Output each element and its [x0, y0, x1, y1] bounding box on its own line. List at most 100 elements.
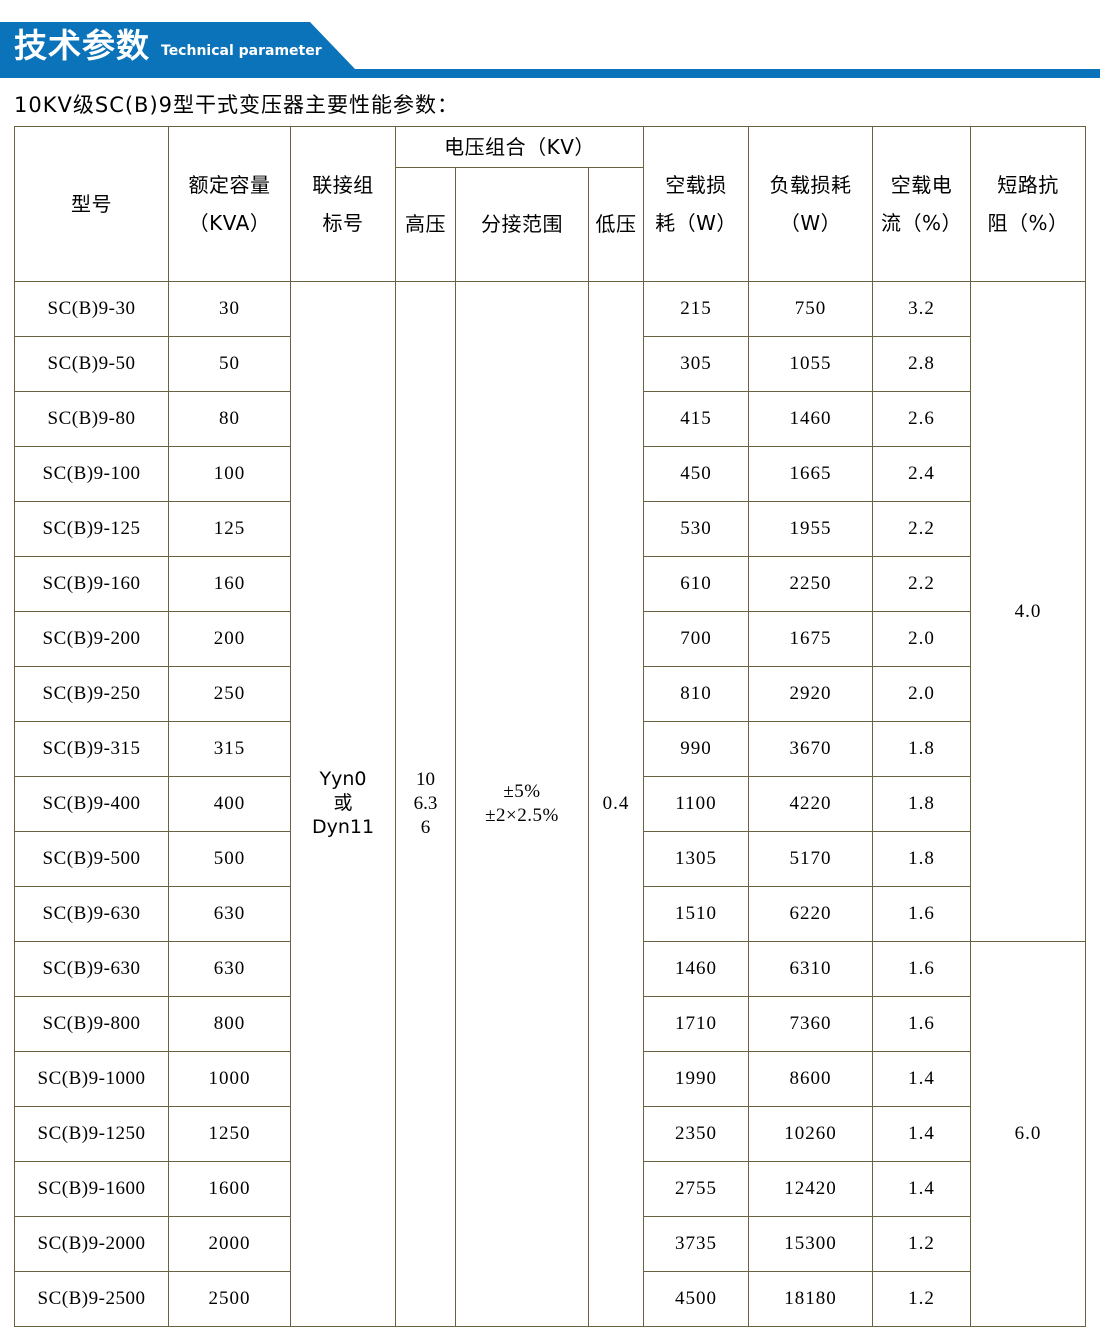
cell-no-load-current: 1.4 [872, 1161, 972, 1217]
connection-group-line-0: Yyn0 [319, 768, 367, 791]
cell-no-load-loss: 610 [643, 556, 750, 612]
header-high-voltage: 高压 [395, 167, 456, 282]
cell-rated-capacity: 200 [168, 611, 291, 667]
table-caption: 10KV级SC(B)9型干式变压器主要性能参数： [14, 93, 460, 117]
cell-no-load-loss: 1710 [643, 996, 750, 1052]
cell-rated-capacity: 500 [168, 831, 291, 887]
tap-range-line-0: ±5% [503, 781, 541, 803]
cell-rated-capacity: 400 [168, 776, 291, 832]
cell-load-loss: 5170 [748, 831, 874, 887]
cell-load-loss: 1665 [748, 446, 874, 502]
cell-no-load-loss: 700 [643, 611, 750, 667]
header-low-voltage: 低压 [587, 167, 645, 282]
cell-rated-capacity: 2500 [168, 1271, 291, 1327]
cell-short-circuit-impedance: 6.0 [970, 941, 1087, 1327]
table-row: SC(B)9-1600 1600 2755 12420 1.4 [14, 1161, 1086, 1217]
table-row: SC(B)9-800 800 1710 7360 1.6 [14, 996, 1086, 1052]
header-rated-capacity: 额定容量 （KVA） [168, 126, 291, 282]
cell-model: SC(B)9-50 [14, 336, 169, 392]
high-voltage-line-2: 6 [420, 816, 431, 838]
table-row: SC(B)9-200 200 700 1675 2.0 [14, 611, 1086, 667]
cell-connection-group: Yyn0 或 Dyn11 [290, 281, 396, 1327]
header-tap-range: 分接范围 [455, 167, 589, 282]
cell-no-load-loss: 530 [643, 501, 750, 557]
cell-no-load-current: 2.4 [872, 446, 972, 502]
cell-model: SC(B)9-100 [14, 446, 169, 502]
header-no-load-current-line2: 流（%） [881, 211, 963, 235]
header-no-load-current-line1: 空载电 [890, 173, 953, 197]
cell-load-loss: 6220 [748, 886, 874, 942]
cell-no-load-loss: 305 [643, 336, 750, 392]
cell-no-load-loss: 1510 [643, 886, 750, 942]
cell-no-load-current: 1.8 [872, 776, 972, 832]
cell-no-load-current: 2.0 [872, 666, 972, 722]
cell-no-load-current: 2.6 [872, 391, 972, 447]
cell-model: SC(B)9-315 [14, 721, 169, 777]
cell-no-load-current: 2.2 [872, 556, 972, 612]
header-connection-group: 联接组 标号 [290, 126, 396, 282]
cell-rated-capacity: 30 [168, 281, 291, 337]
cell-rated-capacity: 1600 [168, 1161, 291, 1217]
high-voltage-line-0: 10 [416, 769, 435, 791]
cell-rated-capacity: 630 [168, 941, 291, 997]
header-no-load-loss-line2: 耗（W） [655, 211, 737, 235]
cell-rated-capacity: 160 [168, 556, 291, 612]
cell-model: SC(B)9-160 [14, 556, 169, 612]
cell-no-load-loss: 450 [643, 446, 750, 502]
cell-no-load-current: 1.2 [872, 1271, 972, 1327]
banner-title-chinese: 技术参数 [14, 26, 150, 65]
connection-group-line-1: 或 [333, 792, 353, 815]
cell-model: SC(B)9-1000 [14, 1051, 169, 1107]
cell-no-load-current: 1.4 [872, 1106, 972, 1162]
cell-no-load-current: 1.6 [872, 941, 972, 997]
cell-tap-range: ±5% ±2×2.5% [455, 281, 589, 1327]
cell-model: SC(B)9-630 [14, 886, 169, 942]
cell-model: SC(B)9-250 [14, 666, 169, 722]
page-header-banner: 技术参数 Technical parameter [0, 0, 1100, 80]
cell-rated-capacity: 100 [168, 446, 291, 502]
cell-high-voltage: 10 6.3 6 [395, 281, 456, 1327]
header-load-loss: 负载损耗 （W） [748, 126, 874, 282]
tap-range-line-1: ±2×2.5% [485, 805, 559, 826]
cell-no-load-current: 1.2 [872, 1216, 972, 1272]
header-short-circuit-impedance-line2: 阻（%） [987, 211, 1069, 235]
cell-model: SC(B)9-80 [14, 391, 169, 447]
cell-no-load-loss: 1990 [643, 1051, 750, 1107]
cell-rated-capacity: 800 [168, 996, 291, 1052]
cell-rated-capacity: 1250 [168, 1106, 291, 1162]
cell-load-loss: 12420 [748, 1161, 874, 1217]
table-row: SC(B)9-125 125 530 1955 2.2 [14, 501, 1086, 557]
cell-model: SC(B)9-500 [14, 831, 169, 887]
cell-model: SC(B)9-2000 [14, 1216, 169, 1272]
cell-no-load-current: 2.8 [872, 336, 972, 392]
high-voltage-line-1: 6.3 [413, 793, 438, 815]
header-connection-group-line2: 标号 [322, 211, 364, 235]
cell-no-load-current: 1.8 [872, 831, 972, 887]
cell-model: SC(B)9-2500 [14, 1271, 169, 1327]
header-short-circuit-impedance-line1: 短路抗 [997, 173, 1059, 197]
cell-no-load-loss: 1460 [643, 941, 750, 997]
cell-model: SC(B)9-800 [14, 996, 169, 1052]
cell-model: SC(B)9-1250 [14, 1106, 169, 1162]
cell-no-load-current: 2.0 [872, 611, 972, 667]
cell-low-voltage: 0.4 [587, 281, 645, 1327]
cell-no-load-loss: 1100 [643, 776, 750, 832]
header-voltage-combination: 电压组合（KV） [394, 126, 645, 168]
cell-model: SC(B)9-30 [14, 281, 169, 337]
cell-rated-capacity: 125 [168, 501, 291, 557]
cell-no-load-loss: 3735 [643, 1216, 750, 1272]
table-row: SC(B)9-30 30 Yyn0 或 Dyn11 10 6.3 6 ±5% ±2×2.5% 0.4… [14, 281, 1087, 1327]
cell-load-loss: 1460 [748, 391, 874, 447]
cell-rated-capacity: 315 [168, 721, 291, 777]
table-row: SC(B)9-630 630 1460 6310 1.6 6.0 [14, 941, 1087, 1327]
cell-load-loss: 2920 [748, 666, 874, 722]
table-header-row-bottom: 高压 分接范围 低压 [15, 167, 1086, 282]
table-row: SC(B)9-500 500 1305 5170 1.8 [14, 831, 1086, 887]
spec-table-container: 型号 额定容量 （KVA） 联接组 标号 电压组合（KV） 空载损 耗（W） [14, 126, 1087, 1327]
cell-model: SC(B)9-400 [14, 776, 169, 832]
cell-no-load-loss: 415 [643, 391, 750, 447]
cell-rated-capacity: 250 [168, 666, 291, 722]
header-rated-capacity-line2: （KVA） [188, 211, 271, 235]
table-row: SC(B)9-630 630 1510 6220 1.6 [14, 886, 1086, 942]
cell-load-loss: 1055 [748, 336, 874, 392]
